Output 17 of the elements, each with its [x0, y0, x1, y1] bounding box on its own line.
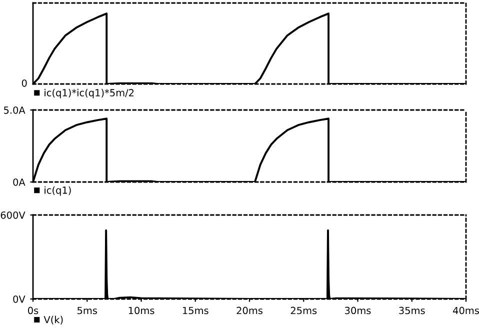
- y-tick-label: 0V: [13, 295, 26, 303]
- text: 0: [22, 79, 27, 87]
- y-tick-label: 600V: [0, 211, 26, 219]
- legend-label: V(k): [44, 316, 63, 324]
- y-tick-label: 5.0A: [4, 106, 26, 114]
- x-tick-label: 0s: [28, 306, 38, 314]
- x-tick-label: 35ms: [399, 306, 425, 314]
- x-tick-label: 20ms: [236, 306, 262, 314]
- x-tick-label: 15ms: [182, 306, 208, 314]
- x-tick-label: 25ms: [290, 306, 317, 314]
- x-tick-label: 30ms: [345, 306, 371, 314]
- x-tick-label: 5ms: [78, 306, 98, 314]
- y-tick-label: 0A: [13, 178, 26, 186]
- x-tick-label: 10ms: [128, 306, 154, 314]
- series-label: ic(q1): [44, 186, 71, 196]
- x-tick-label: 40ms: [453, 306, 479, 314]
- legend-label: ic(q1)*ic(q1)*5m/2: [44, 88, 134, 98]
